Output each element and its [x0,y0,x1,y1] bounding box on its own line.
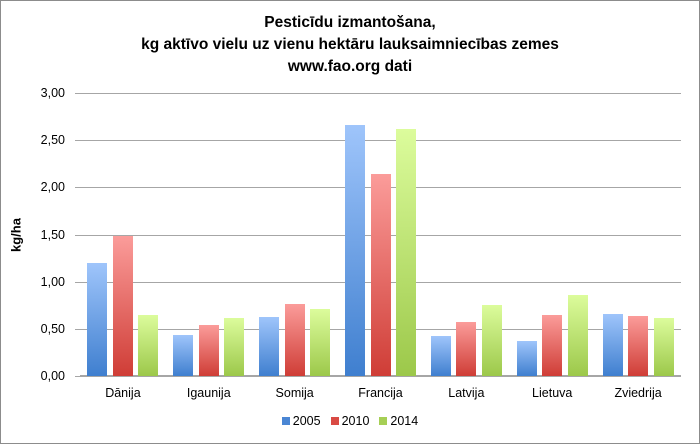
bar-francija-2005 [345,125,365,376]
y-tick-mark [75,93,80,94]
bar-dānija-2014 [138,314,159,376]
bar-latvija-2010 [456,322,477,376]
legend-item-2010: 2010 [330,414,370,428]
x-tick-label: Somija [275,386,314,400]
legend-swatch-icon [379,417,388,425]
y-tick-label: 0,50 [40,321,65,336]
bar-latvija-2014 [481,305,502,376]
y-tick-mark [75,140,80,142]
bar-lietuva-2014 [567,294,588,376]
chart-title: Pesticīdu izmantošana, kg aktīvo vielu u… [0,12,700,78]
x-tick-label: Lietuva [532,386,573,400]
bar-lietuva-2005 [516,341,537,376]
x-tick-label: Dānija [105,386,141,400]
legend-swatch-icon [330,417,339,425]
x-tick-label: Francija [358,386,403,400]
plot-area [75,93,681,377]
bar-somija-2005 [259,316,280,376]
bar-igaunija-2010 [198,325,219,376]
y-tick-mark [75,234,80,236]
y-tick-label: 1,00 [40,274,65,289]
bar-dānija-2010 [112,236,133,376]
bar-somija-2014 [310,309,331,376]
legend-item-2014: 2014 [379,414,418,428]
legend-label: 2005 [292,414,321,428]
title-line-1: Pesticīdu izmantošana, [264,14,436,31]
y-tick-mark [75,281,80,283]
y-tick-mark [75,328,80,330]
bar-zviedrija-2010 [628,315,649,376]
gridline [80,93,681,94]
bar-igaunija-2014 [224,318,245,376]
bar-latvija-2005 [430,336,451,376]
bar-francija-2010 [370,174,391,376]
bar-igaunija-2005 [173,335,194,376]
gridline [80,140,681,142]
title-line-3: www.fao.org dati [287,58,413,75]
legend: 2005 2010 2014 [0,414,700,428]
legend-label: 2010 [341,414,370,428]
y-tick-mark [75,187,80,189]
x-tick-label: Zviedrija [614,386,662,400]
bar-lietuva-2010 [542,314,563,376]
bar-zviedrija-2014 [653,317,674,376]
y-tick-label: 0,00 [40,369,65,383]
y-tick-mark [75,376,80,377]
legend-swatch-icon [281,417,290,425]
legend-item-2005: 2005 [281,414,321,428]
title-line-2: kg aktīvo vielu uz vienu hektāru lauksai… [141,36,559,53]
y-tick-label: 1,50 [40,227,65,242]
y-tick-label: 2,50 [40,133,65,148]
bar-zviedrija-2005 [602,313,623,376]
bar-dānija-2005 [87,262,108,376]
x-tick-label: Igaunija [186,386,231,400]
bar-somija-2010 [284,304,305,376]
y-tick-label: 3,00 [40,86,65,100]
legend-label: 2014 [390,414,419,428]
gridline [80,375,681,377]
y-tick-label: 2,00 [40,180,65,195]
x-tick-label: Latvija [448,386,485,400]
bar-francija-2014 [396,128,416,376]
